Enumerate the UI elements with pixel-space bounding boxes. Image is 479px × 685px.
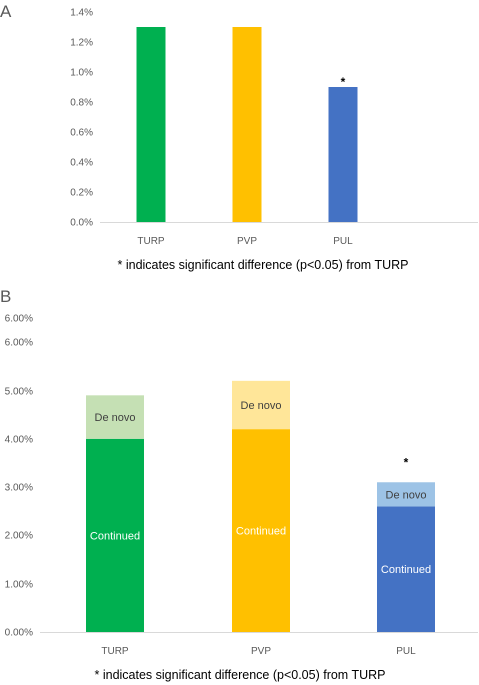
panel-b-segment-label-de-novo: De novo	[95, 412, 136, 424]
panel-a-y-tick-label: 1.4%	[70, 8, 93, 19]
panel-b-footnote: * indicates significant difference (p<0.…	[95, 668, 386, 682]
panel-a-bar-pvp	[232, 27, 262, 222]
panel-a-y-tick-label: 0.2%	[70, 188, 93, 199]
panel-a-y-tick-label: 0.8%	[70, 98, 93, 109]
panel-b-segment-label-de-novo: De novo	[241, 400, 282, 412]
panel-b-bar-pvp-continued	[232, 429, 290, 632]
panel-b-segment-label-continued: Continued	[381, 564, 431, 576]
panel-a-y-tick-label: 0.4%	[70, 158, 93, 169]
panel-b-category-label: PVP	[251, 646, 271, 657]
panel-b-category-label: PUL	[396, 646, 416, 657]
panel-b-segment-label-continued: Continued	[236, 526, 286, 538]
panel-a-y-tick-label: 1.0%	[70, 68, 93, 79]
panel-a-footnote: * indicates significant difference (p<0.…	[118, 258, 409, 272]
panel-a-y-tick-label: 0.0%	[70, 218, 93, 229]
panel-b-y-tick-label: 4.00%	[5, 435, 33, 446]
panel-a-category-label: TURP	[137, 236, 165, 247]
panel-b-bar-pvp-de-novo	[232, 380, 290, 430]
panel-a-significance-marker: *	[341, 75, 346, 89]
panel-a-label: A	[0, 2, 12, 21]
panel-b-bar-turp-de-novo	[86, 395, 144, 439]
panel-b-y-tick-label: 1.00%	[5, 580, 33, 591]
panel-b-y-tick-label: 5.00%	[5, 387, 33, 398]
panel-a-bar-pul	[328, 87, 358, 222]
panel-a-category-label: PVP	[237, 236, 257, 247]
panel-b-bar-turp-continued	[86, 438, 144, 632]
panel-b-category-label: TURP	[101, 646, 129, 657]
panel-a-y-tick-label: 1.2%	[70, 38, 93, 49]
panel-b-bar-pul-de-novo	[377, 482, 435, 507]
panel-b-y-tick-label: 2.00%	[5, 531, 33, 542]
panel-a-bar-turp	[136, 27, 166, 222]
panel-b-y-tick-label: 0.00%	[5, 628, 33, 639]
panel-a-y-tick-label: 0.6%	[70, 128, 93, 139]
panel-b-y-tick-label: 6.00%	[5, 314, 33, 325]
panel-b-segment-label-de-novo: De novo	[386, 489, 427, 501]
panel-b-bar-pul-continued	[377, 506, 435, 632]
panel-b-y-tick-label: 6.00%	[5, 338, 33, 349]
panel-b-label: B	[0, 287, 11, 306]
panel-b-segment-label-continued: Continued	[90, 530, 140, 542]
panel-b-significance-marker: *	[404, 455, 409, 469]
panel-b-y-tick-label: 3.00%	[5, 483, 33, 494]
panel-a-category-label: PUL	[333, 236, 353, 247]
